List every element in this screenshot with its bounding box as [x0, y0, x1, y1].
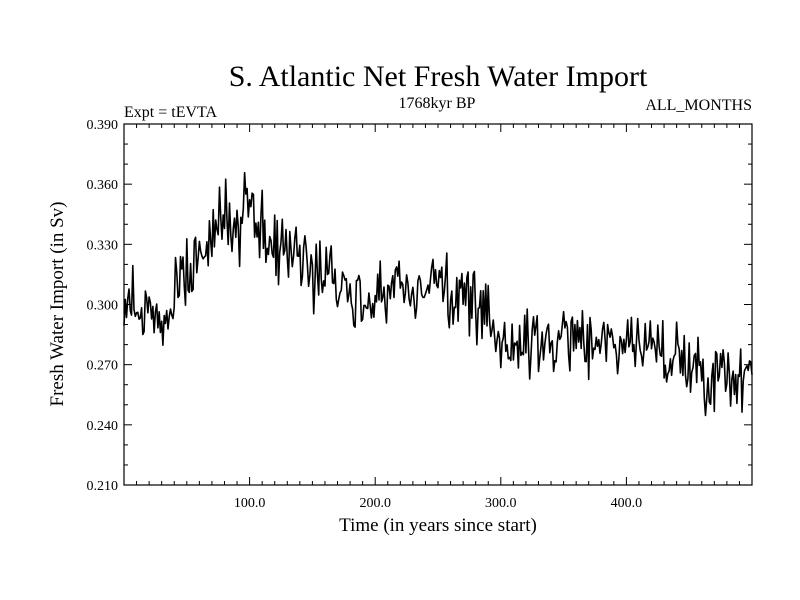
y-axis-label: Fresh Water Import (in Sv) — [47, 202, 68, 407]
y-tick-label: 0.240 — [87, 419, 119, 434]
y-tick-label: 0.390 — [87, 118, 119, 133]
x-tick-label: 300.0 — [485, 496, 517, 511]
y-tick-label: 0.210 — [87, 479, 119, 494]
axis-ticks — [124, 124, 752, 485]
x-axis-label: Time (in years since start) — [339, 515, 537, 536]
x-tick-label: 100.0 — [234, 496, 266, 511]
chart-title: S. Atlantic Net Fresh Water Import — [229, 60, 648, 93]
plot-frame — [123, 123, 753, 486]
y-tick-label: 0.300 — [87, 299, 119, 314]
period-label: 1768kyr BP — [399, 95, 476, 112]
series-layer — [123, 171, 753, 417]
x-tick-label: 400.0 — [611, 496, 643, 511]
months-label: ALL_MONTHS — [645, 97, 752, 114]
axis-tick-labels: 100.0 200.0 300.0 400.0 0.210 0.240 0.270 0.300… — [87, 118, 643, 511]
experiment-label: Expt = tEVTA — [124, 104, 218, 121]
series-line — [123, 171, 753, 417]
x-tick-label: 200.0 — [359, 496, 391, 511]
y-tick-label: 0.270 — [87, 359, 119, 374]
y-tick-label: 0.360 — [87, 178, 119, 193]
y-tick-label: 0.330 — [87, 238, 119, 253]
